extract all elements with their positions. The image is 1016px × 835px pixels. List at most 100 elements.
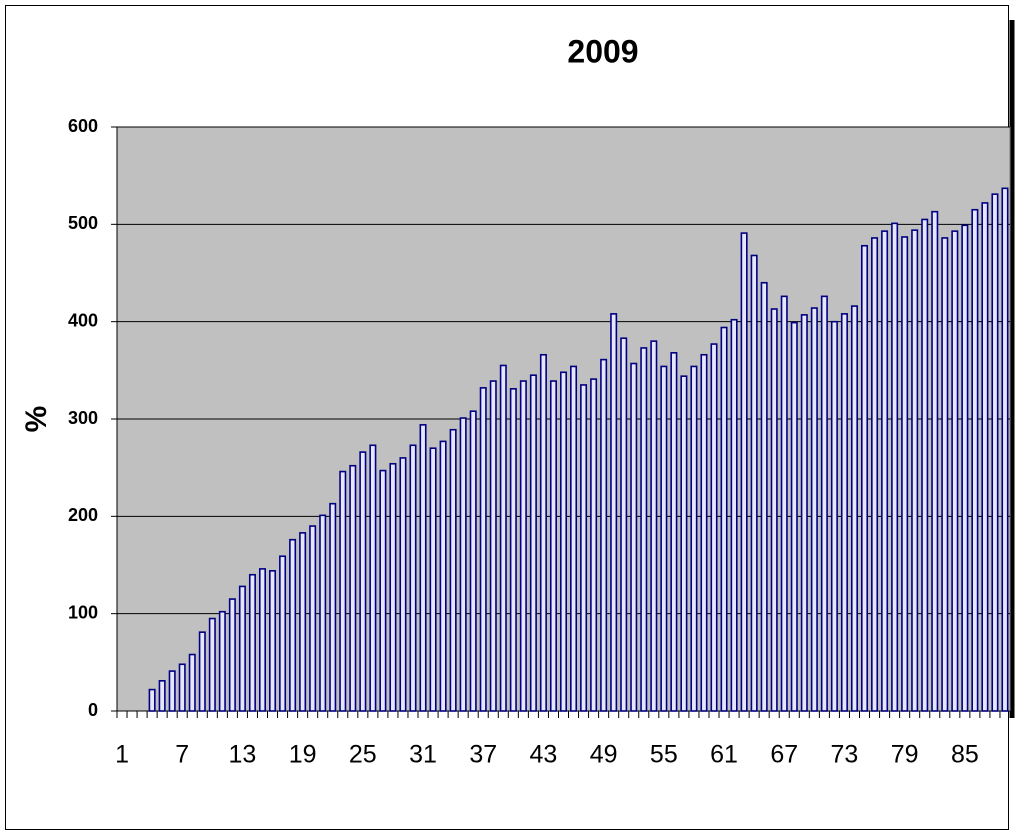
bar <box>329 502 337 712</box>
bar <box>750 254 758 712</box>
bar <box>299 532 307 712</box>
x-tick-label: 31 <box>409 741 437 769</box>
bar <box>921 218 929 712</box>
bar <box>620 337 628 712</box>
bar <box>429 447 437 712</box>
bar <box>580 384 588 712</box>
y-tick-label: 200 <box>68 505 98 525</box>
bar <box>168 670 176 712</box>
bar <box>871 237 879 712</box>
x-tick-label: 55 <box>650 741 678 769</box>
bar <box>509 388 517 712</box>
bar <box>971 208 979 712</box>
bar <box>780 295 788 712</box>
bar <box>660 365 668 712</box>
y-tick-label: 400 <box>68 310 98 330</box>
bar <box>469 410 477 712</box>
x-tick-label: 43 <box>530 741 558 769</box>
bar <box>1001 187 1009 712</box>
bar <box>891 222 899 712</box>
bar <box>810 307 818 712</box>
bar <box>289 538 297 712</box>
bar <box>760 281 768 712</box>
bar <box>489 380 497 712</box>
bar <box>840 313 848 712</box>
y-axis-label: % <box>20 406 53 433</box>
bar <box>951 230 959 712</box>
bar <box>610 313 618 712</box>
bar <box>369 444 377 712</box>
bar <box>499 364 507 712</box>
bar <box>359 451 367 712</box>
bar <box>339 470 347 712</box>
bar <box>931 210 939 712</box>
bar <box>670 352 678 712</box>
x-tick-label: 73 <box>831 741 859 769</box>
bar <box>158 680 166 712</box>
bar <box>529 374 537 712</box>
bar <box>570 365 578 712</box>
x-tick-label: 13 <box>229 741 257 769</box>
bar <box>559 371 568 712</box>
bar <box>700 353 708 712</box>
bar <box>730 318 738 712</box>
bar <box>640 347 648 712</box>
bar <box>449 428 457 712</box>
bar <box>439 440 447 712</box>
bar <box>148 688 156 712</box>
bar <box>800 314 808 712</box>
bar <box>379 469 387 712</box>
y-tick-label: 600 <box>68 116 98 136</box>
bar <box>991 193 999 712</box>
bar <box>409 444 417 712</box>
x-tick-label: 79 <box>891 741 919 769</box>
x-tick-label: 61 <box>710 741 738 769</box>
x-tick-label: 19 <box>289 741 317 769</box>
bar <box>901 236 909 712</box>
bar <box>519 380 527 712</box>
bar <box>479 387 487 712</box>
bar <box>258 568 266 712</box>
bar <box>881 230 889 712</box>
bar <box>198 631 206 712</box>
bar <box>981 202 989 712</box>
bar <box>188 653 196 712</box>
bar <box>539 353 547 712</box>
bar <box>690 365 698 712</box>
chart-title: 2009 <box>567 33 638 69</box>
bar <box>941 237 949 712</box>
bar <box>549 380 557 712</box>
bar <box>630 362 638 712</box>
x-tick-label: 67 <box>770 741 798 769</box>
bar <box>590 378 598 712</box>
bar <box>961 224 969 712</box>
bar <box>600 358 608 712</box>
bar <box>349 464 357 712</box>
bar <box>208 617 216 712</box>
bar <box>680 375 688 712</box>
bar <box>830 320 838 712</box>
y-tick-label: 300 <box>68 408 98 428</box>
bar <box>399 457 407 712</box>
bar <box>861 244 869 712</box>
x-tick-label: 7 <box>175 741 189 769</box>
bar <box>911 229 919 712</box>
x-tick-label: 37 <box>469 741 497 769</box>
y-tick-label: 100 <box>68 602 98 622</box>
bar <box>720 326 728 712</box>
bar <box>309 525 317 712</box>
y-tick-label: 500 <box>68 213 98 233</box>
x-tick-label: 49 <box>590 741 618 769</box>
bar <box>850 305 858 712</box>
bar <box>228 598 236 712</box>
bar <box>238 585 246 712</box>
bar <box>650 340 658 712</box>
bar <box>820 295 828 712</box>
bar <box>279 555 287 712</box>
bar <box>770 308 778 712</box>
bar <box>319 514 327 712</box>
bar <box>248 573 256 712</box>
bar <box>790 321 798 712</box>
x-tick-label: 85 <box>951 741 979 769</box>
